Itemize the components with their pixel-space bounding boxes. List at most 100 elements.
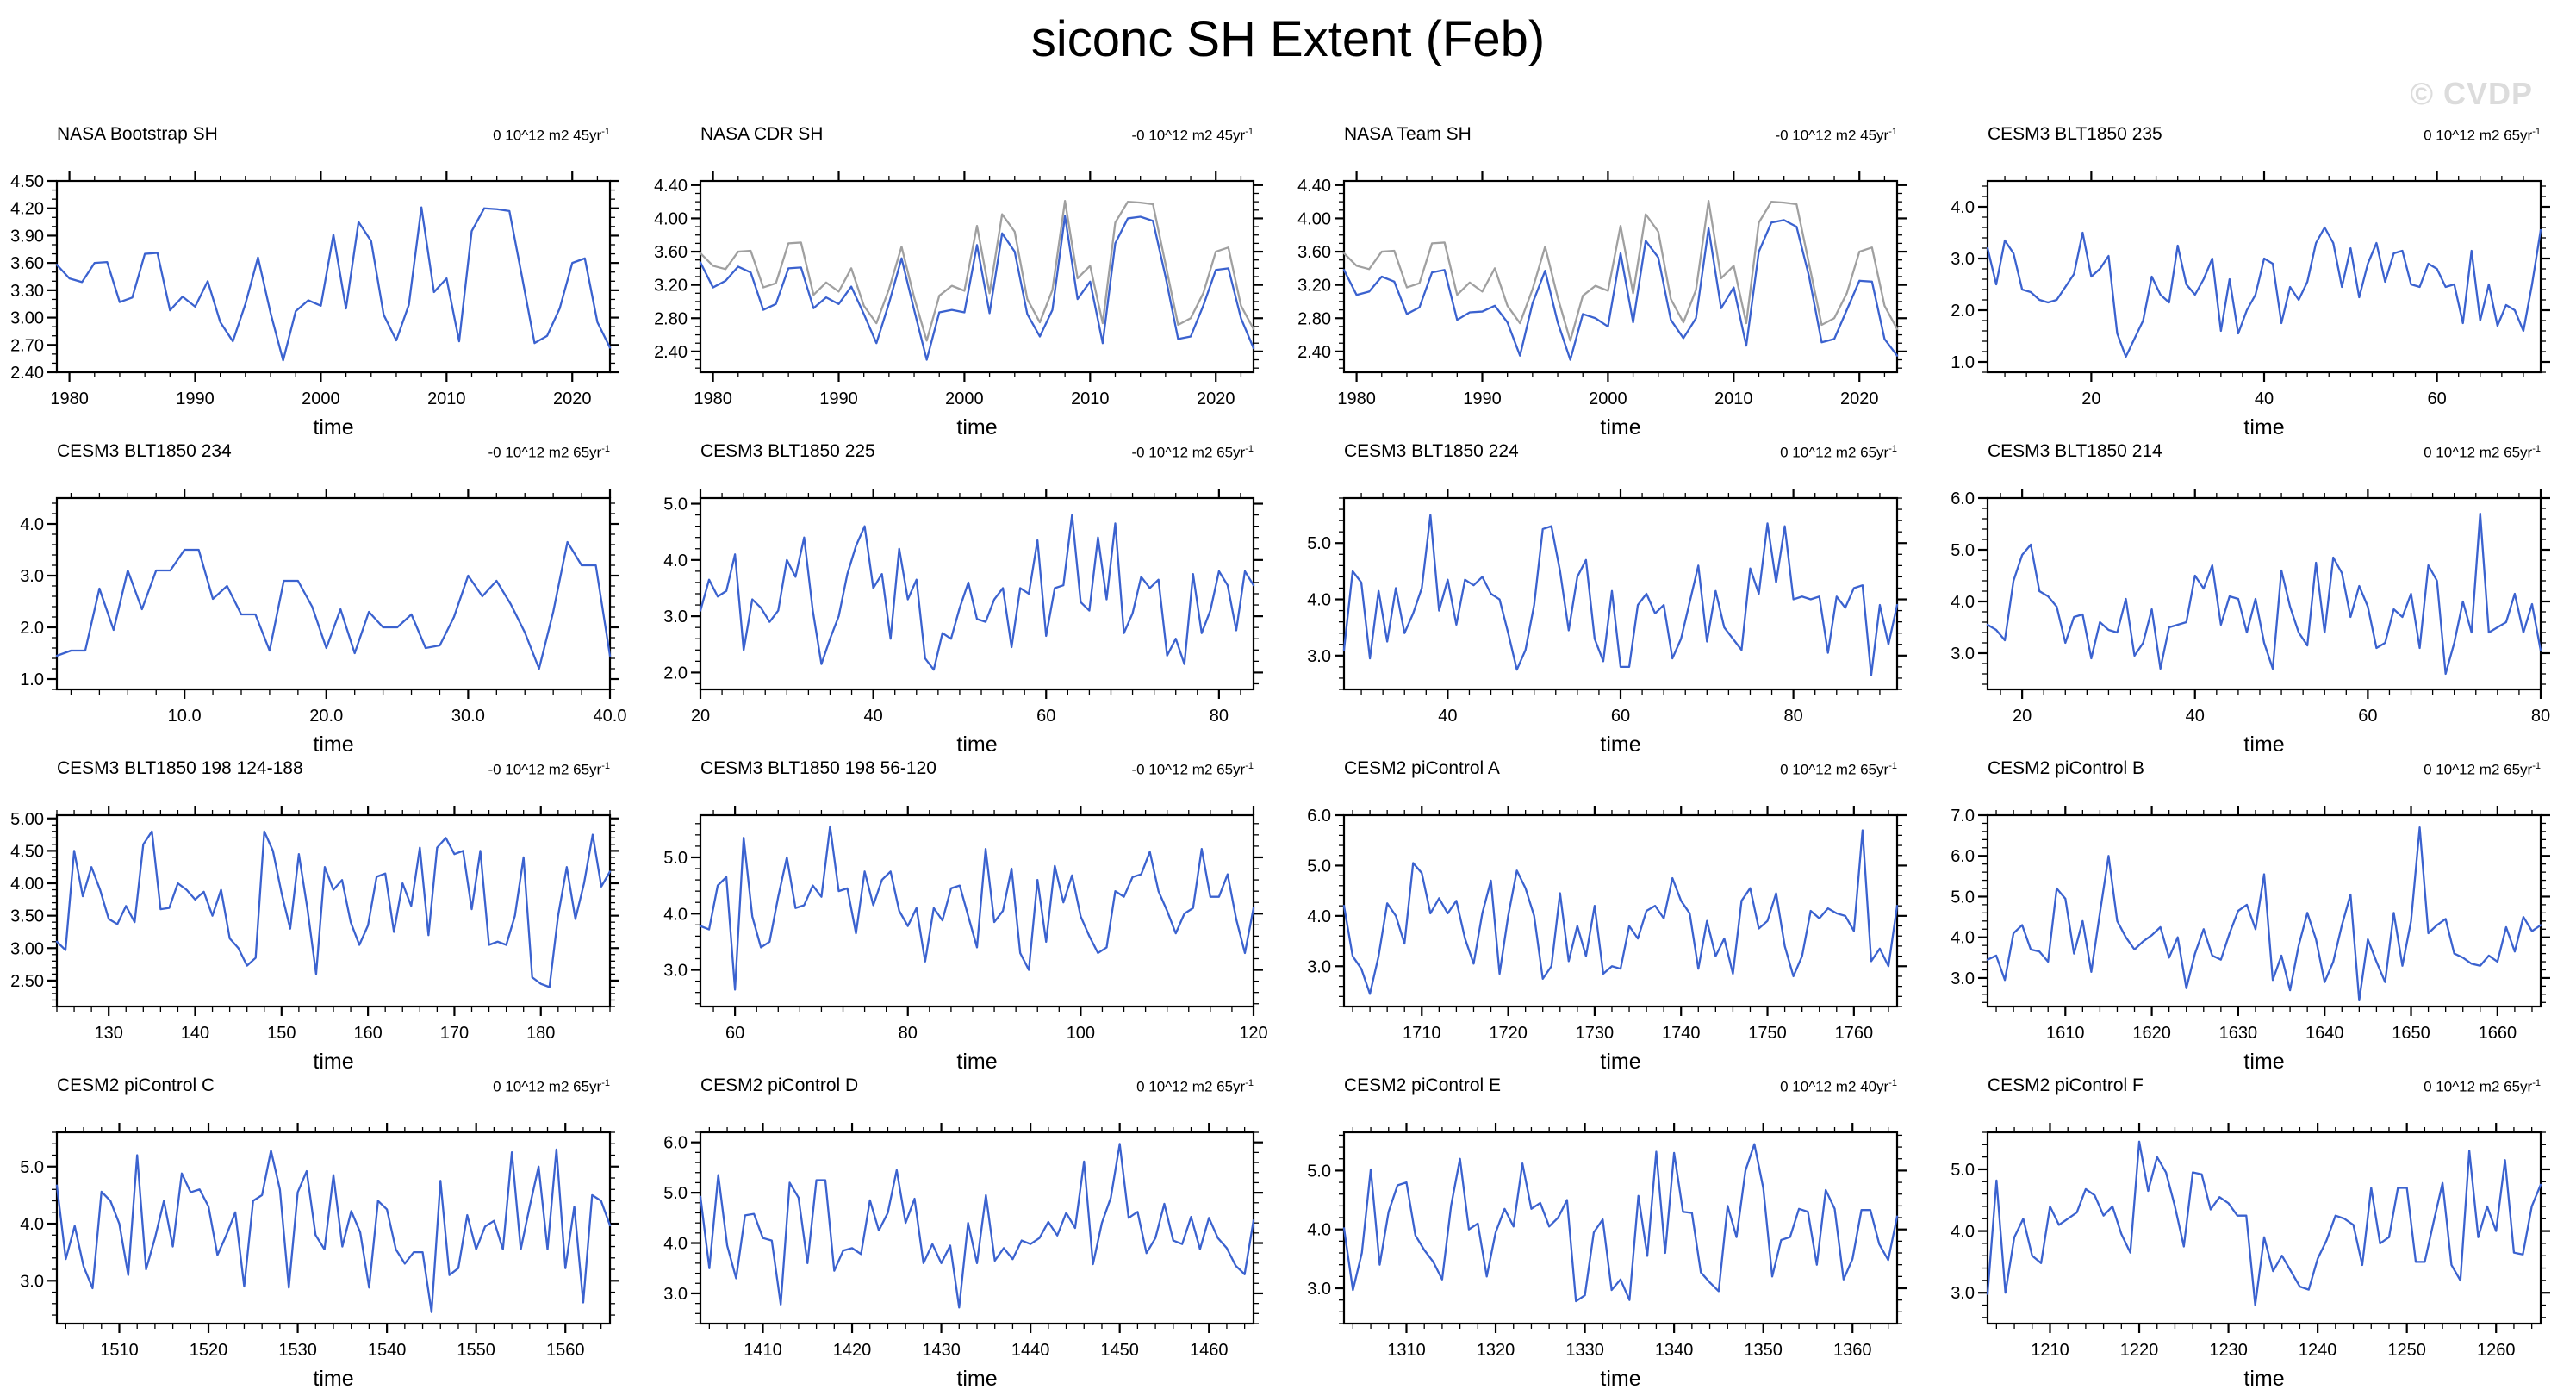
units-text: 0 10^12 m2 65yr [2424,762,2533,778]
x-tick-label: 120 [1239,1024,1267,1043]
x-tick-label: 1410 [744,1341,782,1360]
x-tick-label: 1320 [1477,1341,1515,1360]
y-tick-label: 6.0 [1951,847,1975,866]
y-tick-label: 2.0 [663,664,688,682]
panel-title: CESM2 piControl B [1988,758,2145,778]
panel-units: 0 10^12 m2 65yr-1 [2424,127,2541,145]
panel-header: CESM2 piControl E 0 10^12 m2 40yr-1 [1289,1072,1932,1098]
units-text: 0 10^12 m2 65yr [493,1079,602,1095]
y-tick-label: 4.00 [1297,209,1331,228]
chart-panel: NASA Bootstrap SH 0 10^12 m2 45yr-1 1980… [2,121,645,438]
x-axis-label: time [1600,1050,1640,1070]
y-tick-label: 4.0 [1307,591,1331,610]
x-tick-label: 1980 [1337,390,1376,408]
y-tick-label: 3.0 [1951,645,1975,664]
y-tick-label: 2.50 [10,972,44,991]
x-tick-label: 1610 [2046,1024,2085,1043]
y-tick-label: 3.0 [1307,1280,1331,1299]
units-text: -0 10^12 m2 65yr [488,445,602,461]
x-tick-label: 1650 [2392,1024,2430,1043]
y-tick-label: 3.60 [654,243,688,262]
x-tick-label: 150 [267,1024,296,1043]
chart-panel: NASA CDR SH -0 10^12 m2 45yr-1 1980 1990 2… [645,121,1289,438]
x-tick-label: 140 [181,1024,209,1043]
y-tick-label: 7.0 [1951,807,1975,826]
y-tick-label: 4.50 [10,842,44,861]
y-tick-label: 4.0 [663,552,688,570]
x-axis-label: time [956,415,997,436]
x-tick-label: 1540 [368,1341,407,1360]
y-tick-label: 6.0 [1951,489,1975,508]
chart-panel: CESM2 piControl F 0 10^12 m2 65yr-1 1210… [1932,1072,2576,1389]
panel-title: CESM3 BLT1850 235 [1988,124,2162,144]
panel-header: NASA Bootstrap SH 0 10^12 m2 45yr-1 [2,121,645,146]
plot-frame [1986,813,2542,1008]
x-tick-label: 80 [1784,707,1803,726]
line-chart: 1710 1720 1730 1740 1750 1760 3.0 4.0 5.0 6.0 time [1307,806,1907,1070]
panel-header: CESM3 BLT1850 234 -0 10^12 m2 65yr-1 [2,438,645,464]
y-tick-label: 4.40 [654,177,688,196]
data-line [55,1148,612,1313]
x-tick-label: 1440 [1011,1341,1050,1360]
panel-units: 0 10^12 m2 65yr-1 [1136,1078,1254,1096]
chart-panel: CESM3 BLT1850 198 124-188 -0 10^12 m2 65… [2,755,645,1072]
y-tick-label: 5.0 [20,1158,44,1177]
units-text: -0 10^12 m2 45yr [1131,128,1246,144]
x-tick-label: 1230 [2209,1341,2248,1360]
x-axis-label: time [1600,415,1640,436]
panel-title: NASA CDR SH [700,124,824,144]
panel-units: 0 10^12 m2 65yr-1 [1780,761,1897,779]
y-tick-label: 3.0 [1951,969,1975,988]
x-tick-label: 40 [2255,390,2274,408]
line-chart: 20 40 60 80 2.0 3.0 4.0 5.0 time [663,489,1263,753]
x-tick-label: 60 [2358,707,2377,726]
x-tick-label: 2000 [302,390,340,408]
x-axis-label: time [313,1367,353,1387]
x-tick-label: 1420 [833,1341,872,1360]
x-tick-label: 1250 [2387,1341,2426,1360]
panel-title: CESM2 piControl F [1988,1075,2144,1095]
plot-frame [1986,496,2542,691]
x-axis-label: time [313,1050,353,1070]
panel-title: CESM3 BLT1850 198 124-188 [57,758,303,778]
units-exponent: -1 [2532,1078,2541,1089]
x-tick-label: 30.0 [451,707,485,726]
panel-header: CESM2 piControl C 0 10^12 m2 65yr-1 [2,1072,645,1098]
x-tick-label: 1460 [1190,1341,1229,1360]
panel-units: 0 10^12 m2 65yr-1 [1780,444,1897,462]
x-tick-label: 1990 [1463,390,1502,408]
x-tick-label: 1750 [1748,1024,1787,1043]
data-line [55,540,612,670]
data-line [55,830,612,988]
x-tick-label: 40 [2186,707,2205,726]
panel-title: CESM3 BLT1850 224 [1344,441,1519,461]
y-tick-label: 3.0 [20,1272,44,1291]
y-tick-label: 1.0 [1951,353,1975,372]
x-tick-label: 80 [2531,707,2550,726]
units-text: 0 10^12 m2 65yr [1780,445,1889,461]
y-tick-label: 3.60 [1297,243,1331,262]
x-axis-label: time [2243,415,2284,436]
panel-title: CESM2 piControl D [700,1075,859,1095]
data-line [699,825,1255,991]
data-line [1342,1143,1899,1303]
data-line [1986,1140,2542,1306]
x-tick-label: 160 [353,1024,382,1043]
x-axis-label: time [1600,732,1640,753]
y-tick-label: 4.0 [20,515,44,534]
y-tick-label: 5.0 [1307,534,1331,553]
y-tick-label: 5.0 [1307,1162,1331,1181]
x-tick-label: 130 [95,1024,123,1043]
x-tick-label: 2000 [1589,390,1627,408]
x-axis-label: time [956,732,997,753]
plot-frame [699,1131,1255,1325]
x-tick-label: 1640 [2305,1024,2344,1043]
x-tick-label: 1210 [2031,1341,2069,1360]
y-tick-label: 2.80 [1297,309,1331,328]
x-tick-label: 170 [440,1024,469,1043]
x-tick-label: 40.0 [594,707,627,726]
y-tick-label: 5.0 [1951,541,1975,560]
x-tick-label: 1990 [819,390,858,408]
x-axis-label: time [313,415,353,436]
y-tick-label: 4.0 [1307,907,1331,926]
